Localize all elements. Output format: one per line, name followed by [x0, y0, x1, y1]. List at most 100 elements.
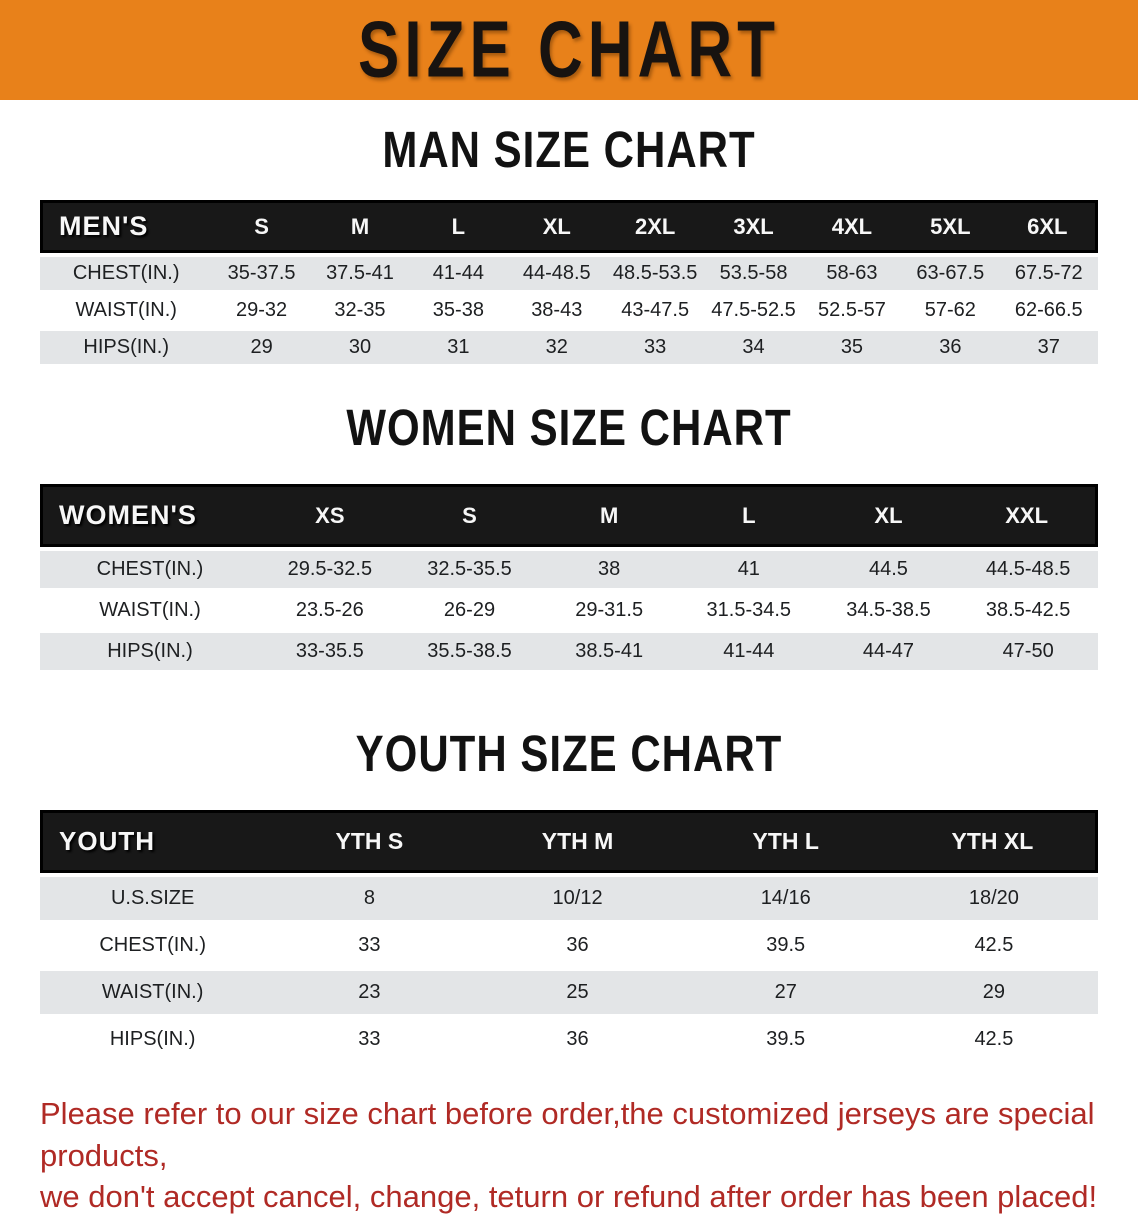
measurement-value: 41-44 [409, 257, 508, 290]
measurement-row: CHEST(IN.) 35-37.5 37.5-41 41-44 44-48.5 48.5… [40, 257, 1098, 290]
measurement-value: 32 [507, 331, 606, 364]
size-column-header: 6XL [999, 200, 1098, 253]
youth-size-table: YOUTH YTH S YTH M YTH L YTH XL U.S.SIZE 8 10/12… [40, 806, 1098, 1065]
women-size-table: WOMEN'S XS S M L XL XXL CHEST(IN.) 29.5-32.5 32.5… [40, 480, 1098, 674]
measurement-value: 8 [265, 877, 474, 920]
measurement-row: HIPS(IN.) 33 36 39.5 42.5 [40, 1018, 1098, 1061]
measurement-value: 53.5-58 [704, 257, 803, 290]
youth-size-section: YOUTH SIZE CHART YOUTH YTH S YTH M YTH L YTH… [0, 674, 1138, 1065]
measurement-value: 29 [212, 331, 311, 364]
measurement-value: 36 [901, 331, 1000, 364]
measurement-row: U.S.SIZE 8 10/12 14/16 18/20 [40, 877, 1098, 920]
measurement-value: 33 [265, 1018, 474, 1061]
measurement-value: 41 [678, 551, 819, 588]
measurement-value: 25 [473, 971, 682, 1014]
measurement-value: 30 [310, 331, 410, 364]
measurement-label: CHEST(IN.) [40, 924, 266, 967]
measurement-value: 18/20 [889, 877, 1098, 920]
size-column-header: S [399, 484, 540, 547]
measurement-value: 37 [999, 331, 1098, 364]
measurement-value: 32-35 [310, 294, 410, 327]
size-header-row: MEN'S S M L XL 2XL 3XL 4XL 5XL 6XL [40, 200, 1098, 253]
measurement-label: CHEST(IN.) [40, 551, 261, 588]
measurement-value: 29-31.5 [539, 592, 679, 629]
measurement-value: 38.5-41 [539, 633, 679, 670]
measurement-value: 35-37.5 [212, 257, 311, 290]
measurement-label: HIPS(IN.) [40, 331, 213, 364]
measurement-value: 29.5-32.5 [260, 551, 400, 588]
measurement-label: WAIST(IN.) [40, 592, 261, 629]
size-column-header: YTH S [265, 810, 474, 873]
measurement-value: 47-50 [958, 633, 1098, 670]
measurement-value: 35.5-38.5 [399, 633, 540, 670]
measurement-row: WAIST(IN.) 23 25 27 29 [40, 971, 1098, 1014]
youth-section-heading: YOUTH SIZE CHART [0, 674, 1138, 806]
measurement-value: 10/12 [473, 877, 682, 920]
measurement-value: 34.5-38.5 [818, 592, 959, 629]
measurement-row: HIPS(IN.) 33-35.5 35.5-38.5 38.5-41 41-44 44-… [40, 633, 1098, 670]
size-column-header: 4XL [802, 200, 902, 253]
banner-title: SIZE CHART [358, 5, 780, 95]
measurement-value: 27 [681, 971, 890, 1014]
measurement-value: 31 [409, 331, 508, 364]
size-column-header: M [310, 200, 410, 253]
measurement-row: CHEST(IN.) 29.5-32.5 32.5-35.5 38 41 44.5 44.5… [40, 551, 1098, 588]
youth-section-heading-text: YOUTH SIZE CHART [355, 724, 783, 783]
size-chart-banner: SIZE CHART [0, 0, 1138, 100]
size-column-header: YTH XL [889, 810, 1098, 873]
measurement-label: WAIST(IN.) [40, 971, 266, 1014]
size-column-header: 2XL [605, 200, 705, 253]
measurement-value: 33 [265, 924, 474, 967]
size-column-header: YTH M [473, 810, 682, 873]
table-corner-label: MEN'S [40, 200, 213, 253]
measurement-value: 41-44 [678, 633, 819, 670]
measurement-value: 39.5 [681, 924, 890, 967]
measurement-row: WAIST(IN.) 29-32 32-35 35-38 38-43 43-47.5 47.… [40, 294, 1098, 327]
measurement-label: HIPS(IN.) [40, 1018, 266, 1061]
size-column-header: YTH L [681, 810, 890, 873]
size-column-header: M [539, 484, 679, 547]
measurement-value: 62-66.5 [999, 294, 1098, 327]
size-column-header: 5XL [901, 200, 1000, 253]
size-column-header: L [678, 484, 819, 547]
measurement-value: 42.5 [889, 924, 1098, 967]
measurement-value: 48.5-53.5 [605, 257, 705, 290]
measurement-value: 33 [605, 331, 705, 364]
man-section-heading-text: MAN SIZE CHART [382, 120, 756, 179]
measurement-value: 23 [265, 971, 474, 1014]
measurement-value: 39.5 [681, 1018, 890, 1061]
measurement-value: 44.5 [818, 551, 959, 588]
measurement-value: 38 [539, 551, 679, 588]
measurement-value: 23.5-26 [260, 592, 400, 629]
man-size-table: MEN'S S M L XL 2XL 3XL 4XL 5XL 6XL CHEST(IN.) 35-37… [40, 196, 1098, 368]
size-column-header: XL [818, 484, 959, 547]
disclaimer-line-2: we don't accept cancel, change, teturn o… [40, 1179, 1098, 1215]
measurement-value: 37.5-41 [310, 257, 410, 290]
measurement-value: 52.5-57 [802, 294, 902, 327]
size-column-header: L [409, 200, 508, 253]
measurement-row: CHEST(IN.) 33 36 39.5 42.5 [40, 924, 1098, 967]
size-header-row: WOMEN'S XS S M L XL XXL [40, 484, 1098, 547]
measurement-value: 43-47.5 [605, 294, 705, 327]
measurement-value: 67.5-72 [999, 257, 1098, 290]
measurement-value: 35-38 [409, 294, 508, 327]
measurement-value: 44-47 [818, 633, 959, 670]
disclaimer-line-1: Please refer to our size chart before or… [40, 1096, 1095, 1173]
measurement-value: 29-32 [212, 294, 311, 327]
women-section-heading: WOMEN SIZE CHART [0, 368, 1138, 480]
man-section-heading: MAN SIZE CHART [0, 100, 1138, 196]
size-column-header: S [212, 200, 311, 253]
measurement-value: 33-35.5 [260, 633, 400, 670]
measurement-value: 36 [473, 1018, 682, 1061]
measurement-label: WAIST(IN.) [40, 294, 213, 327]
table-corner-label: YOUTH [40, 810, 266, 873]
measurement-label: U.S.SIZE [40, 877, 266, 920]
measurement-label: CHEST(IN.) [40, 257, 213, 290]
measurement-value: 38-43 [507, 294, 606, 327]
size-column-header: XS [260, 484, 400, 547]
women-size-section: WOMEN SIZE CHART WOMEN'S XS S M L XL XXL CHEST(… [0, 368, 1138, 674]
measurement-value: 44-48.5 [507, 257, 606, 290]
size-column-header: XXL [958, 484, 1098, 547]
measurement-value: 42.5 [889, 1018, 1098, 1061]
measurement-value: 36 [473, 924, 682, 967]
